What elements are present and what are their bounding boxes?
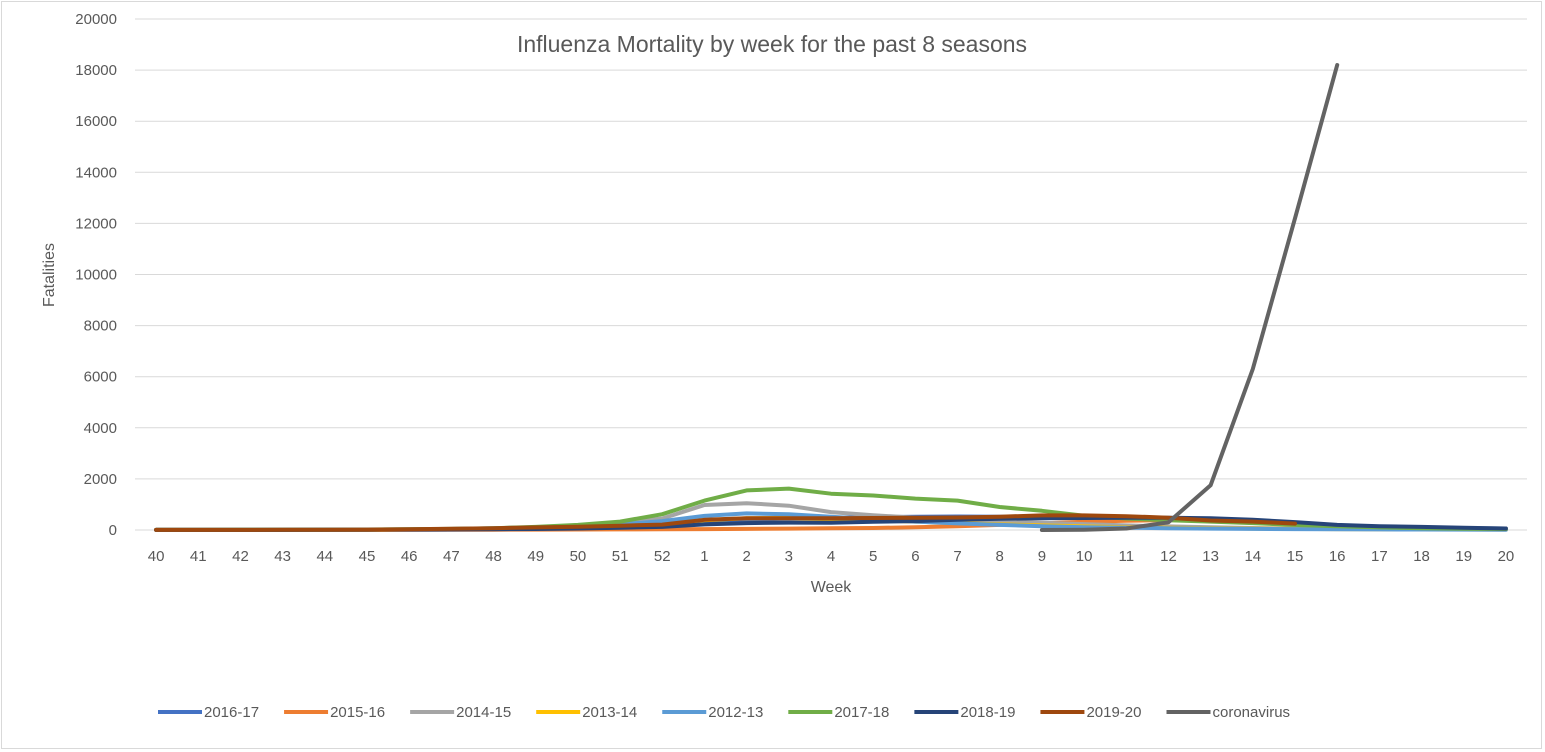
x-tick-label: 18	[1413, 548, 1430, 565]
legend-item: coronavirus	[1166, 704, 1291, 721]
x-tick-label: 2	[742, 548, 750, 565]
x-tick-label: 15	[1287, 548, 1304, 565]
x-tick-label: 41	[190, 548, 207, 565]
legend-item: 2014-15	[410, 704, 511, 721]
x-tick-label: 49	[527, 548, 544, 565]
y-tick-label: 8000	[84, 318, 117, 335]
series-line-coronavirus	[1039, 63, 1340, 532]
x-tick-label: 47	[443, 548, 460, 565]
x-tick-label: 40	[148, 548, 165, 565]
series-line-2019-20	[154, 513, 1297, 532]
x-tick-label: 45	[359, 548, 376, 565]
legend-label: coronavirus	[1213, 704, 1291, 721]
y-tick-label: 16000	[75, 113, 117, 130]
x-tick-label: 14	[1244, 548, 1261, 565]
y-tick-label: 14000	[75, 164, 117, 181]
legend-label: 2018-19	[960, 704, 1015, 721]
x-tick-label: 5	[869, 548, 877, 565]
x-tick-label: 44	[316, 548, 333, 565]
y-tick-label: 18000	[75, 62, 117, 79]
legend-item: 2018-19	[914, 704, 1015, 721]
x-tick-label: 52	[654, 548, 671, 565]
y-tick-label: 12000	[75, 215, 117, 232]
x-tick-label: 51	[612, 548, 629, 565]
legend-label: 2019-20	[1086, 704, 1141, 721]
x-tick-label: 48	[485, 548, 502, 565]
y-tick-label: 2000	[84, 471, 117, 488]
y-tick-label: 10000	[75, 267, 117, 284]
y-tick-label: 20000	[75, 11, 117, 28]
gridlines	[135, 18, 1527, 531]
x-tick-label: 43	[274, 548, 291, 565]
chart-title: Influenza Mortality by week for the past…	[517, 31, 1027, 57]
x-tick-label: 12	[1160, 548, 1177, 565]
x-tick-label: 50	[570, 548, 587, 565]
legend-item: 2012-13	[662, 704, 763, 721]
x-tick-label: 9	[1038, 548, 1046, 565]
legend-item: 2019-20	[1040, 704, 1142, 721]
legend-label: 2017-18	[834, 704, 889, 721]
y-tick-label: 4000	[84, 420, 117, 437]
x-tick-label: 11	[1118, 548, 1134, 565]
x-tick-label: 6	[911, 548, 919, 565]
x-tick-label: 10	[1076, 548, 1093, 565]
legend-item: 2017-18	[788, 704, 889, 721]
axes: 0 2000 4000 6000 8000 10000 12000 14000 16000 180…	[75, 11, 1527, 565]
legend-label: 2016-17	[204, 704, 259, 721]
legend: 2016-17 2015-16 2014-15 2013-14 2012-13 2017-…	[158, 704, 1290, 721]
x-tick-label: 19	[1455, 548, 1472, 565]
x-tick-label: 4	[827, 548, 835, 565]
legend-item: 2013-14	[536, 704, 637, 721]
x-tick-label: 20	[1498, 548, 1515, 565]
x-tick-label: 42	[232, 548, 249, 565]
x-tick-label: 1	[700, 548, 708, 565]
x-tick-label: 16	[1329, 548, 1346, 565]
y-tick-label: 0	[109, 522, 117, 539]
series-lines	[154, 63, 1508, 532]
legend-item: 2015-16	[284, 704, 385, 721]
legend-label: 2015-16	[330, 704, 385, 721]
x-tick-label: 17	[1371, 548, 1388, 565]
y-tick-label: 6000	[84, 369, 117, 386]
legend-label: 2014-15	[456, 704, 511, 721]
x-tick-label: 46	[401, 548, 418, 565]
legend-item: 2016-17	[158, 704, 259, 721]
x-tick-label: 8	[996, 548, 1004, 565]
legend-label: 2013-14	[582, 704, 637, 721]
x-tick-label: 3	[785, 548, 793, 565]
y-axis-title: Fatalities	[41, 243, 58, 307]
x-tick-label: 13	[1202, 548, 1219, 565]
legend-label: 2012-13	[708, 704, 763, 721]
x-tick-label: 7	[953, 548, 961, 565]
x-axis-title: Week	[811, 579, 853, 596]
